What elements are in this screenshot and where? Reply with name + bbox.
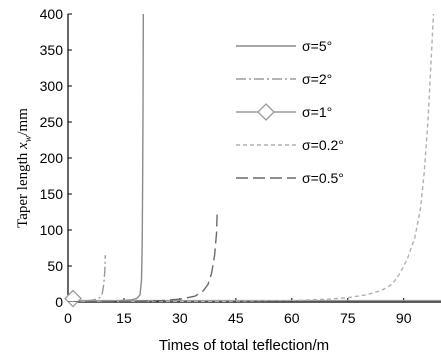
legend-label: σ=0.5° xyxy=(302,170,344,186)
y-tick-label: 200 xyxy=(40,150,64,166)
x-tick-label: 60 xyxy=(284,310,300,326)
x-tick-label: 90 xyxy=(396,310,412,326)
axis-ticks: 0 15 30 45 60 75 90 0 50 100 150 200 250 300 350 400 xyxy=(40,6,412,326)
x-tick-label: 30 xyxy=(172,310,188,326)
y-axis-title: Taper length xw/mm xyxy=(15,108,34,228)
legend-label: σ=2° xyxy=(302,71,332,87)
y-tick-label: 100 xyxy=(40,222,64,238)
legend-label: σ=0.2° xyxy=(302,137,344,153)
y-tick-label: 350 xyxy=(40,42,64,58)
y-tick-label: 300 xyxy=(40,78,64,94)
series-line xyxy=(68,211,218,302)
legend: σ=5° σ=2° σ=1° σ=0.2° σ=0.5° xyxy=(236,38,344,186)
y-axis-title-var: x xyxy=(15,142,31,150)
series-line xyxy=(68,255,106,302)
x-tick-label: 0 xyxy=(64,310,72,326)
y-tick-label: 150 xyxy=(40,186,64,202)
series-marker xyxy=(64,289,82,308)
series-line xyxy=(68,13,435,302)
y-tick-label: 50 xyxy=(47,258,63,274)
x-tick-label: 45 xyxy=(228,310,244,326)
legend-label: σ=5° xyxy=(302,38,332,54)
legend-label: σ=1° xyxy=(302,104,332,120)
y-axis-title-sub: w xyxy=(23,135,34,142)
y-tick-label: 0 xyxy=(55,294,63,310)
y-tick-label: 250 xyxy=(40,114,64,130)
y-tick-label: 400 xyxy=(40,6,64,22)
series-line xyxy=(68,13,144,302)
x-tick-label: 75 xyxy=(340,310,356,326)
y-axis-title-main: Taper length xyxy=(15,149,31,228)
y-axis-title-unit: /mm xyxy=(15,108,31,136)
x-tick-label: 15 xyxy=(116,310,132,326)
plot-area xyxy=(67,14,441,303)
series-lines xyxy=(64,13,441,308)
legend-marker xyxy=(257,103,275,121)
x-axis-title: Times of total teflection/m xyxy=(159,337,329,354)
